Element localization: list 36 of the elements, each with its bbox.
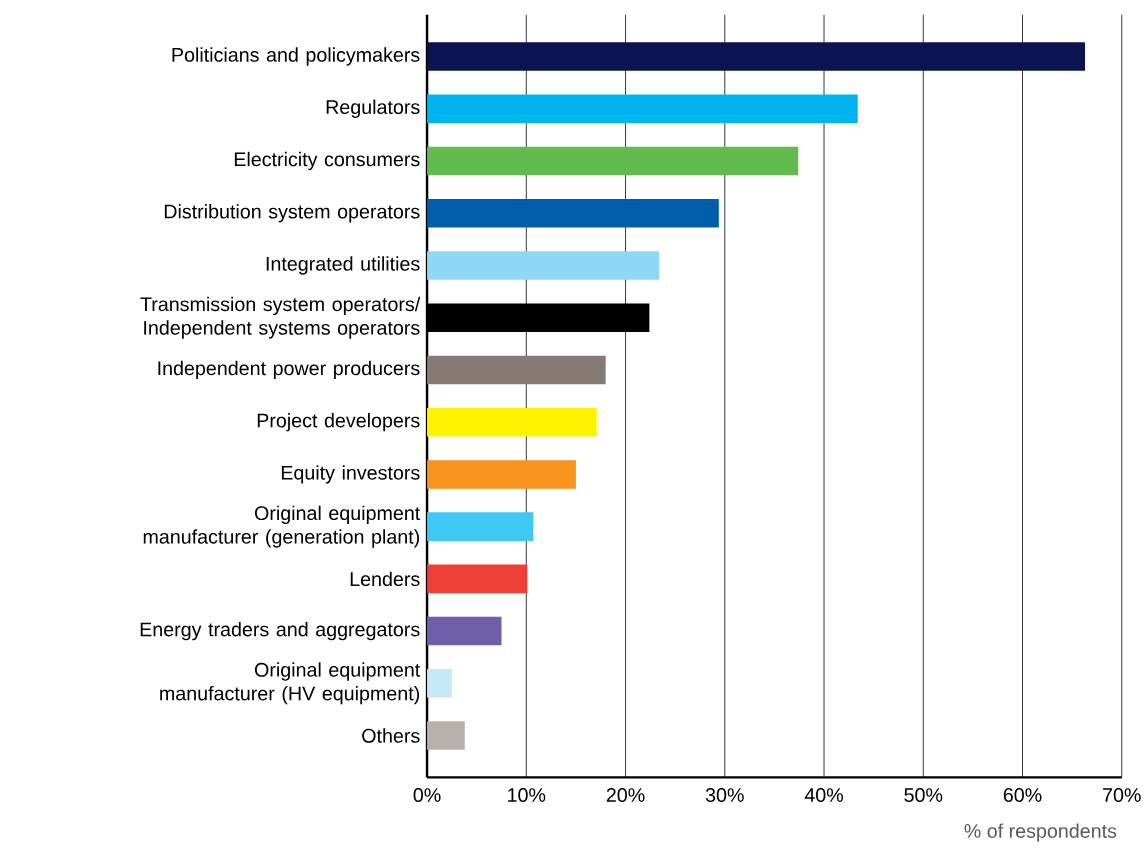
bar	[427, 146, 799, 176]
bar	[427, 512, 534, 541]
y-tick-label: Distribution system operators	[164, 204, 420, 223]
x-tick-label: 50%	[904, 788, 943, 802]
bar	[427, 721, 465, 750]
y-tick-label: Transmission system operators/ Independent systems operators	[140, 296, 421, 339]
bar	[427, 355, 606, 385]
bar	[427, 94, 858, 124]
x-tick-label: 70%	[1103, 788, 1141, 802]
y-tick-label: Regulators	[326, 99, 420, 118]
bar	[427, 616, 502, 646]
y-tick-label: Original equipment manufacturer (HV equipment)	[160, 662, 421, 705]
x-axis-title: % of respondents	[964, 823, 1117, 842]
y-tick-label: Lenders	[350, 571, 420, 587]
x-tick-label: 60%	[1003, 788, 1042, 802]
bar	[427, 407, 597, 437]
bar	[427, 251, 660, 280]
y-tick-label: Independent power producers	[158, 360, 420, 380]
y-tick-label: Integrated utilities	[266, 256, 420, 275]
x-tick-label: 30%	[705, 788, 744, 802]
y-tick-label: Original equipment manufacturer (generation plant)	[143, 505, 421, 548]
y-tick-label: Project developers	[257, 413, 420, 432]
x-tick-label: 40%	[804, 788, 844, 802]
y-tick-label: Politicians and policymakers	[172, 47, 420, 66]
y-tick-label: Equity investors	[281, 465, 420, 484]
bar	[427, 564, 528, 594]
y-tick-label: Energy traders and aggregators	[140, 621, 420, 641]
x-tick-label: 0%	[413, 788, 441, 802]
y-tick-label: Electricity consumers	[234, 151, 420, 171]
x-tick-label: 10%	[508, 788, 546, 802]
bar	[427, 460, 576, 489]
bar	[427, 669, 452, 698]
y-tick-label: Others	[362, 728, 420, 743]
bar	[427, 198, 719, 228]
bar	[427, 42, 1086, 71]
x-tick-label: 20%	[606, 788, 645, 802]
